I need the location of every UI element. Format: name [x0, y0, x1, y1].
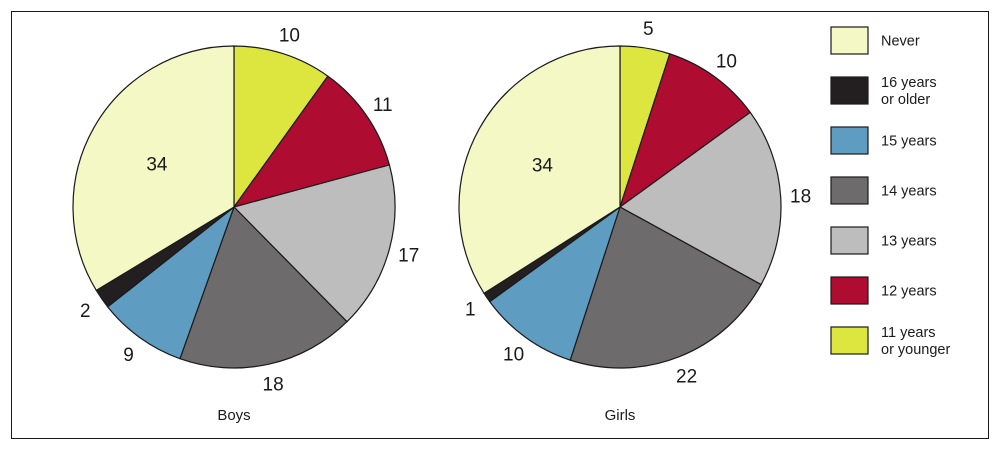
legend-swatch: [830, 176, 869, 205]
legend: Never 16 years or older 15 years 14 years 13 …: [830, 26, 950, 358]
legend-swatch: [830, 276, 869, 305]
slice-girls-14-years: [569, 206, 762, 369]
legend-item-never: Never: [830, 26, 920, 55]
legend-label: 15 years: [881, 134, 937, 150]
legend-label: 11 years or younger: [881, 325, 950, 358]
legend-item-13-years: 13 years: [830, 226, 937, 255]
legend-label: 14 years: [881, 184, 937, 200]
slice-girls-13-years: [618, 111, 782, 286]
pie-girls: 5 10 18 22 10 1 34: [458, 19, 811, 387]
legend-swatch: [830, 26, 869, 55]
label-girls-never: 34: [532, 155, 554, 176]
legend-label: Never: [881, 34, 920, 50]
slice-boys-13-years: [232, 164, 396, 323]
label-girls-16-years-or-older: 1: [465, 300, 476, 321]
pie-title-boys: Boys: [217, 407, 250, 424]
label-girls-13-years: 18: [790, 187, 811, 208]
label-boys-16-years-or-older: 2: [80, 301, 91, 322]
legend-item-14-years: 14 years: [830, 176, 937, 205]
label-girls-11-years-or-younger: 5: [643, 19, 654, 40]
legend-swatch: [830, 226, 869, 255]
pie-title-girls: Girls: [605, 407, 636, 424]
legend-swatch: [830, 76, 869, 105]
legend-item-12-years: 12 years: [830, 276, 937, 305]
legend-swatch: [830, 326, 869, 355]
label-boys-13-years: 17: [398, 245, 419, 266]
legend-label: 13 years: [881, 234, 937, 250]
slice-boys-12-years: [232, 75, 391, 209]
slice-girls-never: [458, 45, 621, 295]
label-girls-15-years: 10: [503, 344, 524, 365]
slice-boys-never: [72, 45, 235, 292]
slice-girls-12-years: [618, 53, 752, 209]
slice-boys-15-years: [106, 205, 236, 360]
label-boys-14-years: 18: [263, 375, 284, 396]
label-boys-11-years-or-younger: 10: [279, 26, 300, 47]
label-boys-15-years: 9: [123, 345, 134, 366]
legend-label: 16 years or older: [881, 75, 937, 108]
legend-item-16-years-or-older: 16 years or older: [830, 75, 937, 108]
slice-boys-14-years: [179, 205, 348, 369]
pie-boys: 10 11 17 18 9 2 34: [72, 26, 419, 396]
legend-item-15-years: 15 years: [830, 126, 937, 155]
label-girls-14-years: 22: [676, 366, 697, 387]
label-boys-12-years: 11: [373, 95, 393, 116]
slice-boys-11-years-or-younger: [233, 45, 329, 209]
label-girls-12-years: 10: [716, 52, 737, 73]
slice-girls-15-years: [488, 205, 622, 361]
label-boys-never: 34: [146, 155, 168, 176]
legend-item-11-years-or-younger: 11 years or younger: [830, 325, 950, 358]
legend-label: 12 years: [881, 284, 937, 300]
legend-swatch: [830, 126, 869, 155]
